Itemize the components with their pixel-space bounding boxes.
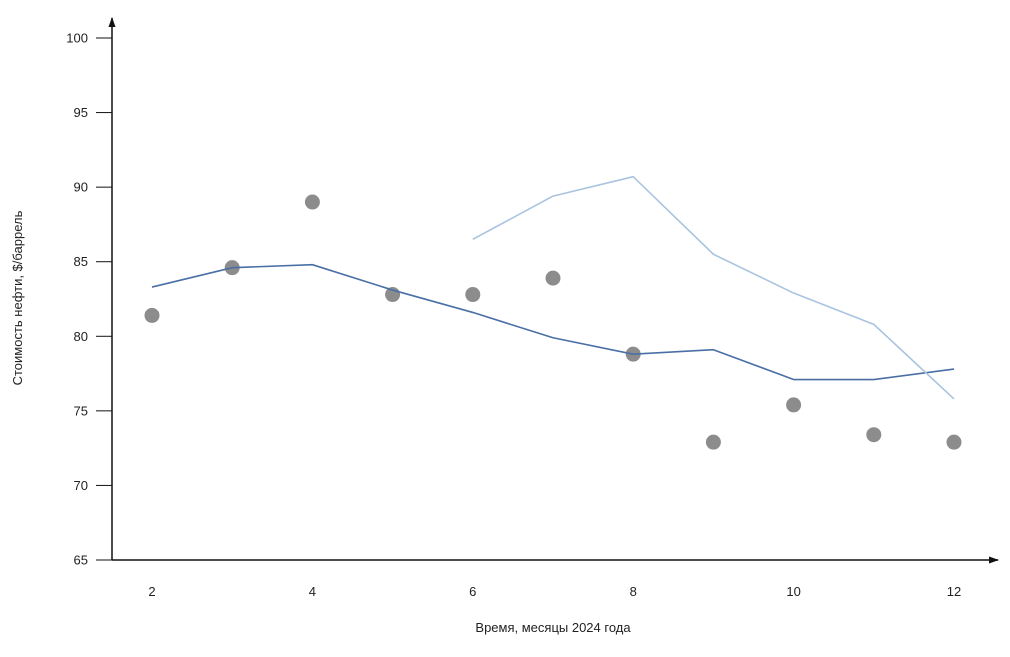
data-point <box>866 427 882 443</box>
data-point <box>304 194 320 210</box>
y-tick-label: 100 <box>66 31 88 46</box>
x-tick-label: 6 <box>469 584 476 599</box>
y-tick-label: 90 <box>74 180 88 195</box>
x-tick-label: 2 <box>148 584 155 599</box>
y-axis-ticks: 65 70 75 80 85 90 95 100 <box>66 31 112 568</box>
y-tick-label: 85 <box>74 254 88 269</box>
data-point <box>946 434 962 450</box>
x-axis-label: Время, месяцы 2024 года <box>475 620 631 635</box>
x-tick-label: 8 <box>630 584 637 599</box>
data-point <box>545 270 561 286</box>
y-tick-label: 75 <box>74 403 88 418</box>
data-point <box>786 397 802 413</box>
y-tick-label: 65 <box>74 553 88 568</box>
plot-area <box>144 175 962 450</box>
series-line-3 <box>472 175 955 400</box>
y-tick-label: 80 <box>74 329 88 344</box>
x-tick-label: 10 <box>786 584 800 599</box>
x-tick-label: 4 <box>309 584 316 599</box>
y-axis-label: Стоимость нефти, $/баррель <box>10 210 25 385</box>
x-tick-label: 12 <box>947 584 961 599</box>
series-line-2 <box>151 263 955 381</box>
data-point <box>144 307 160 323</box>
x-axis-ticks: 2 4 6 8 10 12 <box>148 584 961 599</box>
y-tick-label: 70 <box>74 478 88 493</box>
data-point <box>465 287 481 303</box>
y-tick-label: 95 <box>74 105 88 120</box>
data-point <box>705 434 721 450</box>
